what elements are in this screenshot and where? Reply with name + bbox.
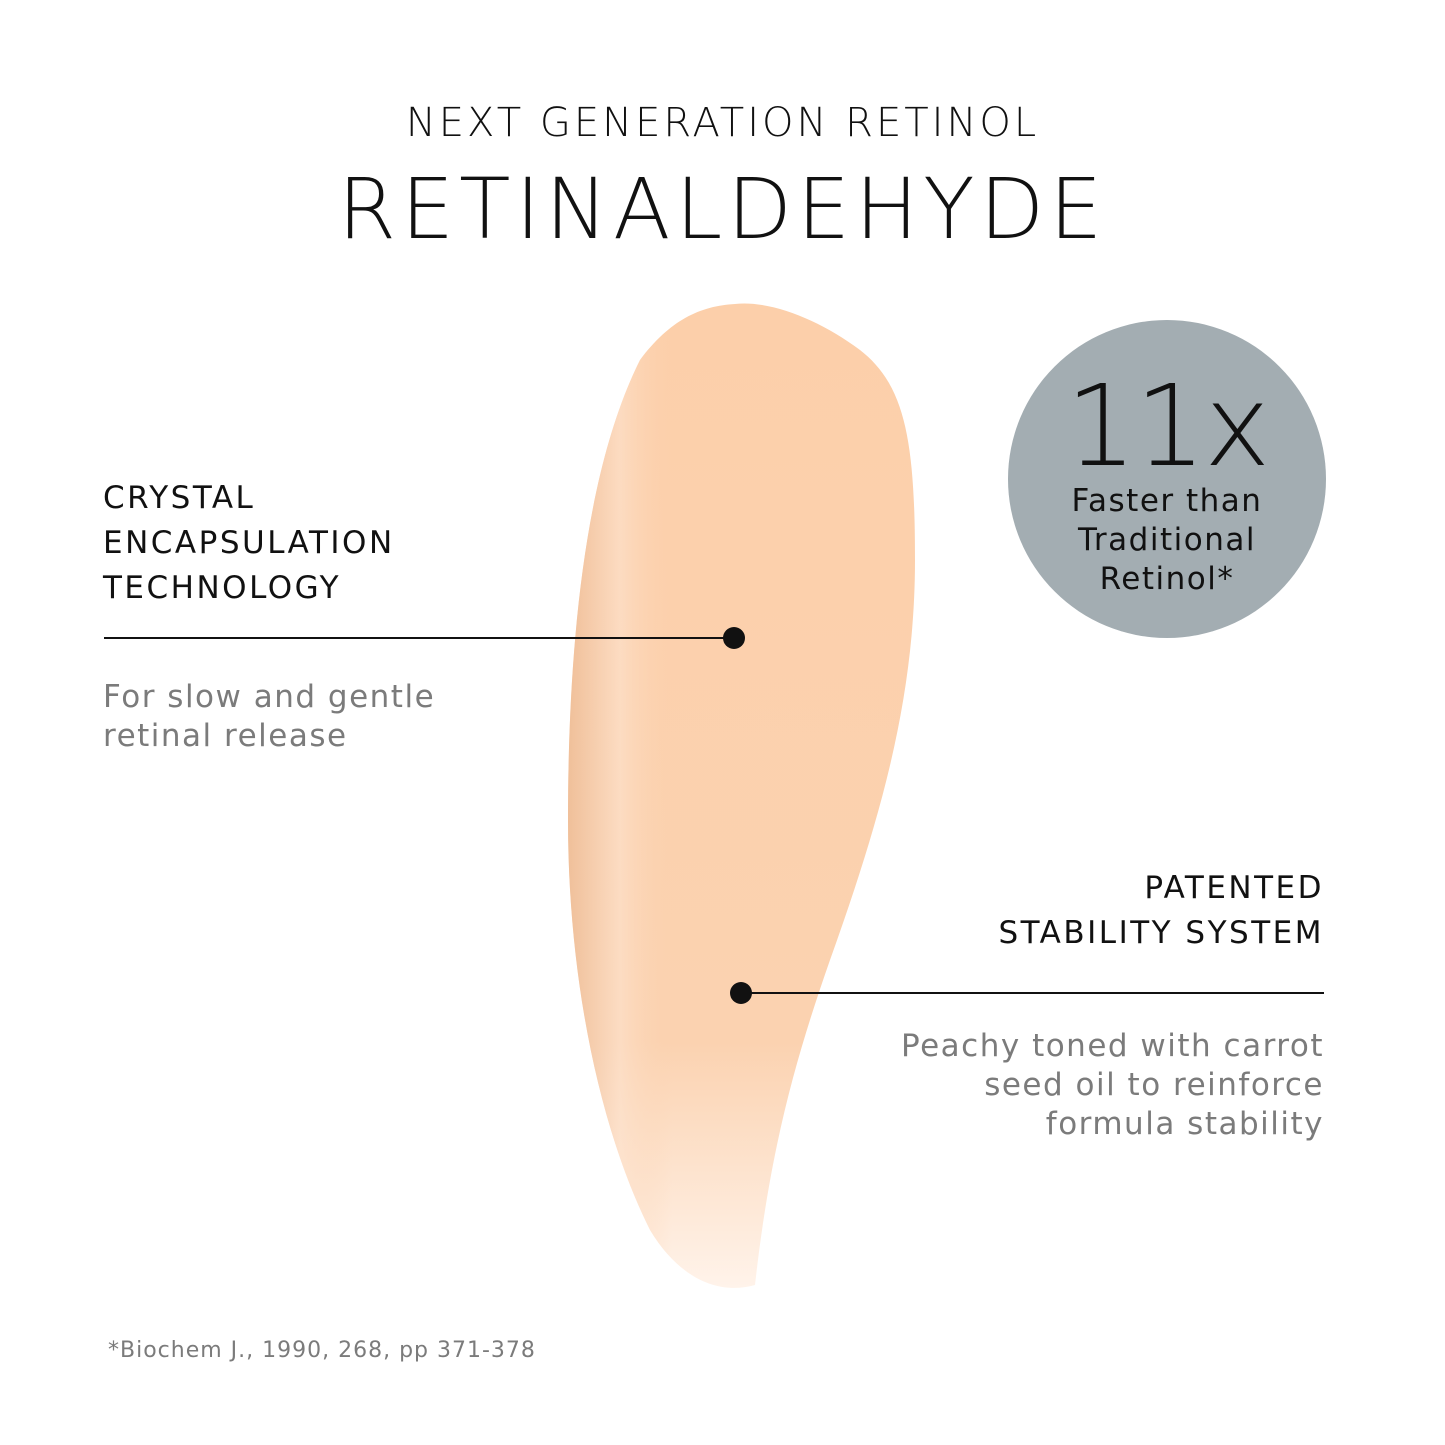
speed-badge: 11x Faster than Traditional Retinol* — [1008, 320, 1326, 638]
feature-description-line: formula stability — [1045, 1106, 1324, 1142]
feature-title-crystal-encapsulation: CRYSTAL ENCAPSULATION TECHNOLOGY — [103, 476, 395, 611]
footnote: *Biochem J., 1990, 268, pp 371-378 — [108, 1338, 536, 1363]
badge-text: Faster than Traditional Retinol* — [1008, 482, 1326, 599]
page-title: RETINALDEHYDE — [337, 160, 1108, 258]
feature-title-line: ENCAPSULATION — [103, 525, 395, 561]
feature-title-line: STABILITY SYSTEM — [998, 915, 1324, 951]
feature-description-line: retinal release — [103, 718, 348, 754]
feature-description-line: For slow and gentle — [103, 679, 436, 715]
feature-description-line: Peachy toned with carrot — [901, 1028, 1324, 1064]
badge-text-line: Traditional — [1078, 522, 1256, 558]
feature-title-line: CRYSTAL — [103, 480, 256, 516]
callout-line — [741, 992, 1324, 994]
feature-description: For slow and gentle retinal release — [103, 678, 435, 756]
feature-description: Peachy toned with carrot seed oil to rei… — [901, 1027, 1324, 1144]
feature-title-line: PATENTED — [1144, 870, 1324, 906]
feature-title-line: TECHNOLOGY — [103, 570, 342, 606]
badge-text-line: Faster than — [1071, 483, 1263, 519]
callout-dot — [730, 982, 752, 1004]
badge-text-line: Retinol* — [1099, 561, 1235, 597]
feature-title-stability-system: PATENTED STABILITY SYSTEM — [998, 866, 1324, 956]
feature-description-line: seed oil to reinforce — [984, 1067, 1324, 1103]
badge-value: 11x — [1065, 362, 1271, 492]
callout-line — [104, 637, 734, 639]
callout-dot — [723, 627, 745, 649]
subtitle: NEXT GENERATION RETINOL — [405, 100, 1040, 146]
